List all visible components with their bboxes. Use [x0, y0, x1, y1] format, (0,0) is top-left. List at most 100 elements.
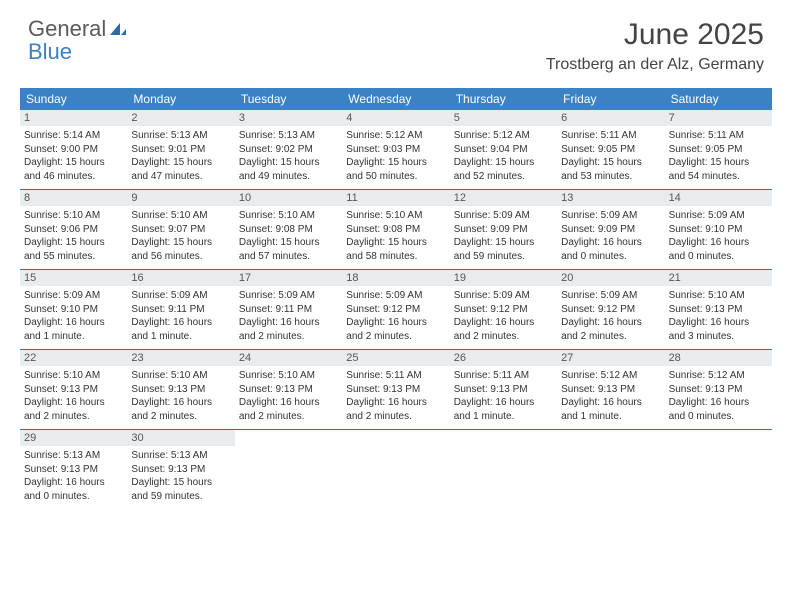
- day-info-line: and 2 minutes.: [24, 410, 123, 424]
- day-info-line: Daylight: 15 hours: [346, 156, 445, 170]
- day-number: 14: [665, 190, 772, 206]
- day-of-week-header: SundayMondayTuesdayWednesdayThursdayFrid…: [20, 88, 772, 110]
- day-number: 1: [20, 110, 127, 126]
- day-number: 29: [20, 430, 127, 446]
- day-number: 11: [342, 190, 449, 206]
- week-row: 22Sunrise: 5:10 AMSunset: 9:13 PMDayligh…: [20, 350, 772, 430]
- day-cell: 9Sunrise: 5:10 AMSunset: 9:07 PMDaylight…: [127, 190, 234, 269]
- day-cell: 17Sunrise: 5:09 AMSunset: 9:11 PMDayligh…: [235, 270, 342, 349]
- day-cell: 26Sunrise: 5:11 AMSunset: 9:13 PMDayligh…: [450, 350, 557, 429]
- day-number: 26: [450, 350, 557, 366]
- day-info-line: Sunrise: 5:09 AM: [24, 289, 123, 303]
- day-info-line: Sunset: 9:04 PM: [454, 143, 553, 157]
- day-number: 2: [127, 110, 234, 126]
- day-info-line: and 56 minutes.: [131, 250, 230, 264]
- day-cell: 14Sunrise: 5:09 AMSunset: 9:10 PMDayligh…: [665, 190, 772, 269]
- day-cell: 30Sunrise: 5:13 AMSunset: 9:13 PMDayligh…: [127, 430, 234, 509]
- day-info-line: Daylight: 15 hours: [454, 236, 553, 250]
- day-info-line: Sunset: 9:02 PM: [239, 143, 338, 157]
- day-number: 7: [665, 110, 772, 126]
- day-cell: 11Sunrise: 5:10 AMSunset: 9:08 PMDayligh…: [342, 190, 449, 269]
- day-number: 15: [20, 270, 127, 286]
- day-info-line: Sunrise: 5:11 AM: [454, 369, 553, 383]
- page-title: June 2025: [546, 18, 764, 52]
- day-info-line: Daylight: 15 hours: [24, 236, 123, 250]
- day-info-line: and 47 minutes.: [131, 170, 230, 184]
- day-info-line: and 58 minutes.: [346, 250, 445, 264]
- day-number: 23: [127, 350, 234, 366]
- day-info-line: Sunset: 9:05 PM: [669, 143, 768, 157]
- day-info-line: Daylight: 15 hours: [239, 236, 338, 250]
- day-info-line: Sunset: 9:13 PM: [24, 463, 123, 477]
- dow-cell: Monday: [127, 88, 234, 110]
- day-number: 12: [450, 190, 557, 206]
- day-info-line: Daylight: 16 hours: [561, 316, 660, 330]
- day-info-line: Daylight: 16 hours: [561, 236, 660, 250]
- day-info-line: Daylight: 15 hours: [561, 156, 660, 170]
- day-cell: 16Sunrise: 5:09 AMSunset: 9:11 PMDayligh…: [127, 270, 234, 349]
- day-cell: 20Sunrise: 5:09 AMSunset: 9:12 PMDayligh…: [557, 270, 664, 349]
- day-info-line: Sunrise: 5:10 AM: [239, 369, 338, 383]
- day-info-line: and 2 minutes.: [454, 330, 553, 344]
- day-info-line: Sunrise: 5:12 AM: [669, 369, 768, 383]
- day-info-line: Daylight: 16 hours: [669, 316, 768, 330]
- weeks-container: 1Sunrise: 5:14 AMSunset: 9:00 PMDaylight…: [20, 110, 772, 509]
- title-block: June 2025 Trostberg an der Alz, Germany: [546, 18, 764, 74]
- week-row: 1Sunrise: 5:14 AMSunset: 9:00 PMDaylight…: [20, 110, 772, 190]
- day-info-line: Sunset: 9:13 PM: [669, 383, 768, 397]
- day-info-line: Sunset: 9:13 PM: [669, 303, 768, 317]
- day-info-line: and 59 minutes.: [131, 490, 230, 504]
- day-cell: 22Sunrise: 5:10 AMSunset: 9:13 PMDayligh…: [20, 350, 127, 429]
- week-row: 29Sunrise: 5:13 AMSunset: 9:13 PMDayligh…: [20, 430, 772, 509]
- day-info-line: Sunset: 9:13 PM: [131, 383, 230, 397]
- day-info-line: Sunrise: 5:09 AM: [131, 289, 230, 303]
- day-info-line: Daylight: 16 hours: [131, 316, 230, 330]
- day-number: 24: [235, 350, 342, 366]
- day-info-line: Sunrise: 5:12 AM: [454, 129, 553, 143]
- day-info-line: Sunset: 9:10 PM: [24, 303, 123, 317]
- dow-cell: Wednesday: [342, 88, 449, 110]
- day-info-line: Sunset: 9:13 PM: [561, 383, 660, 397]
- day-info-line: Sunrise: 5:10 AM: [239, 209, 338, 223]
- day-cell: 10Sunrise: 5:10 AMSunset: 9:08 PMDayligh…: [235, 190, 342, 269]
- day-info-line: Sunset: 9:13 PM: [346, 383, 445, 397]
- day-cell: 29Sunrise: 5:13 AMSunset: 9:13 PMDayligh…: [20, 430, 127, 509]
- day-info-line: Sunrise: 5:10 AM: [131, 209, 230, 223]
- day-info-line: and 55 minutes.: [24, 250, 123, 264]
- day-info-line: Daylight: 15 hours: [131, 476, 230, 490]
- day-cell: 15 Sunrise: 5:09 AMSunset: 9:10 PMDayligh…: [20, 270, 127, 349]
- day-info-line: Daylight: 15 hours: [24, 156, 123, 170]
- day-cell: 23Sunrise: 5:10 AMSunset: 9:13 PMDayligh…: [127, 350, 234, 429]
- day-info-line: Sunset: 9:08 PM: [346, 223, 445, 237]
- day-cell: 4Sunrise: 5:12 AMSunset: 9:03 PMDaylight…: [342, 110, 449, 189]
- day-info-line: and 0 minutes.: [561, 250, 660, 264]
- day-cell: 12Sunrise: 5:09 AMSunset: 9:09 PMDayligh…: [450, 190, 557, 269]
- day-info-line: and 2 minutes.: [346, 330, 445, 344]
- day-info-line: Sunrise: 5:12 AM: [561, 369, 660, 383]
- day-number: 10: [235, 190, 342, 206]
- day-number: 3: [235, 110, 342, 126]
- day-number: 13: [557, 190, 664, 206]
- day-info-line: and 57 minutes.: [239, 250, 338, 264]
- day-info-line: Sunrise: 5:10 AM: [24, 209, 123, 223]
- day-info-line: and 52 minutes.: [454, 170, 553, 184]
- day-number: 20: [557, 270, 664, 286]
- day-info-line: Sunset: 9:09 PM: [561, 223, 660, 237]
- day-cell: 3Sunrise: 5:13 AMSunset: 9:02 PMDaylight…: [235, 110, 342, 189]
- day-info-line: Sunset: 9:07 PM: [131, 223, 230, 237]
- day-info-line: Sunset: 9:13 PM: [239, 383, 338, 397]
- day-info-line: Sunrise: 5:10 AM: [346, 209, 445, 223]
- day-info-line: Sunrise: 5:13 AM: [239, 129, 338, 143]
- day-info-line: Daylight: 16 hours: [239, 396, 338, 410]
- day-info-line: and 2 minutes.: [561, 330, 660, 344]
- day-info-line: Daylight: 16 hours: [669, 236, 768, 250]
- logo-sail-icon: [108, 19, 128, 41]
- day-info-line: and 46 minutes.: [24, 170, 123, 184]
- week-row: 8Sunrise: 5:10 AMSunset: 9:06 PMDaylight…: [20, 190, 772, 270]
- day-info-line: and 1 minute.: [24, 330, 123, 344]
- day-info-line: Sunset: 9:05 PM: [561, 143, 660, 157]
- day-info-line: Daylight: 15 hours: [454, 156, 553, 170]
- day-info-line: Daylight: 16 hours: [24, 316, 123, 330]
- day-number: 18: [342, 270, 449, 286]
- day-number: 4: [342, 110, 449, 126]
